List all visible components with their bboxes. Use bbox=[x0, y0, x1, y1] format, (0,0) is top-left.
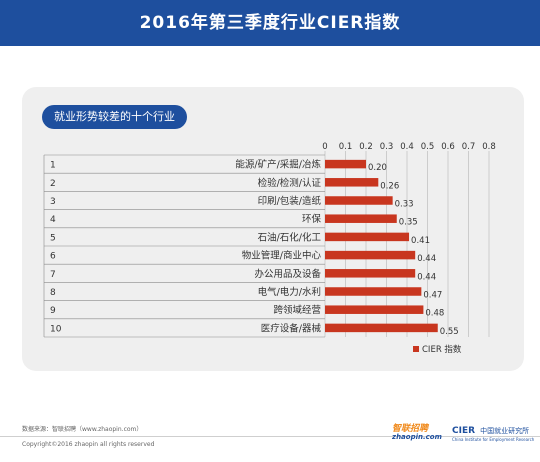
data-label: 0.26 bbox=[380, 181, 399, 191]
legend-swatch bbox=[413, 346, 419, 352]
bar bbox=[325, 323, 438, 333]
category-label: 能源/矿产/采掘/冶炼 bbox=[235, 159, 321, 171]
bar bbox=[325, 287, 422, 296]
rank-label: 3 bbox=[50, 197, 56, 207]
category-label: 环保 bbox=[302, 213, 322, 225]
x-tick-label: 0 bbox=[322, 142, 327, 152]
data-label: 0.44 bbox=[417, 254, 436, 264]
page-title: 2016年第三季度行业CIER指数 bbox=[139, 13, 401, 33]
footer-divider bbox=[0, 436, 540, 437]
rank-label: 5 bbox=[50, 233, 56, 243]
bar bbox=[325, 178, 379, 187]
rank-label: 10 bbox=[50, 324, 62, 334]
category-label: 医疗设备/器械 bbox=[261, 322, 322, 334]
category-label: 印刷/包装/造纸 bbox=[258, 195, 322, 207]
cier-logo-sub: China Institute for Employment Research bbox=[452, 437, 535, 442]
cier-logo: CIER 中国就业研究所 China Institute for Employm… bbox=[452, 418, 534, 442]
bar bbox=[325, 250, 416, 260]
rank-label: 9 bbox=[50, 306, 56, 316]
rank-label: 7 bbox=[50, 270, 56, 280]
bar bbox=[325, 269, 416, 278]
bar bbox=[325, 232, 410, 242]
cier-logo-mark: CIER bbox=[452, 426, 476, 436]
zhaopin-logo-top: 智联招聘 bbox=[392, 424, 429, 434]
zhaopin-logo: 智联招聘 zhaopin.com bbox=[392, 416, 442, 441]
copyright: Copyright©2016 zhaopin all rights reserv… bbox=[22, 441, 155, 448]
cier-logo-name: 中国就业研究所 bbox=[480, 427, 530, 435]
legend-label: CIER 指数 bbox=[422, 344, 462, 355]
data-source: 数据来源：智联招聘（www.zhaopin.com） bbox=[22, 426, 143, 433]
header-bar: 2016年第三季度行业CIER指数 bbox=[0, 0, 540, 46]
section-label: 就业形势较差的十个行业 bbox=[42, 105, 187, 129]
x-tick-label: 0.6 bbox=[441, 142, 455, 152]
x-tick-label: 0.5 bbox=[421, 142, 435, 152]
data-label: 0.55 bbox=[440, 327, 459, 337]
x-tick-label: 0.4 bbox=[400, 142, 414, 152]
data-label: 0.35 bbox=[399, 218, 418, 228]
rank-label: 8 bbox=[50, 288, 56, 298]
category-label: 办公用品及设备 bbox=[254, 268, 321, 280]
category-label: 跨领域经营 bbox=[273, 304, 321, 316]
data-label: 0.47 bbox=[423, 291, 442, 301]
bar bbox=[325, 214, 397, 223]
rank-label: 2 bbox=[50, 179, 56, 189]
bar bbox=[325, 305, 424, 314]
category-label: 石油/石化/化工 bbox=[258, 231, 322, 243]
chart-card bbox=[22, 87, 524, 371]
x-tick-label: 0.1 bbox=[339, 142, 353, 152]
category-label: 物业管理/商业中心 bbox=[242, 250, 322, 262]
rank-label: 6 bbox=[50, 252, 56, 262]
data-label: 0.44 bbox=[417, 272, 436, 282]
x-tick-label: 0.8 bbox=[482, 142, 496, 152]
x-tick-label: 0.3 bbox=[380, 142, 394, 152]
rank-label: 4 bbox=[50, 215, 56, 225]
data-label: 0.48 bbox=[425, 309, 444, 319]
x-tick-label: 0.7 bbox=[462, 142, 476, 152]
zhaopin-logo-bottom: zhaopin.com bbox=[392, 433, 442, 441]
bar bbox=[325, 196, 393, 205]
category-label: 电气/电力/水利 bbox=[258, 286, 321, 298]
data-label: 0.41 bbox=[411, 236, 430, 246]
category-label: 检验/检测/认证 bbox=[258, 177, 322, 189]
data-label: 0.20 bbox=[368, 163, 387, 173]
rank-label: 1 bbox=[50, 161, 56, 171]
data-label: 0.33 bbox=[395, 200, 414, 210]
bar bbox=[325, 159, 366, 169]
x-tick-label: 0.2 bbox=[359, 142, 373, 152]
